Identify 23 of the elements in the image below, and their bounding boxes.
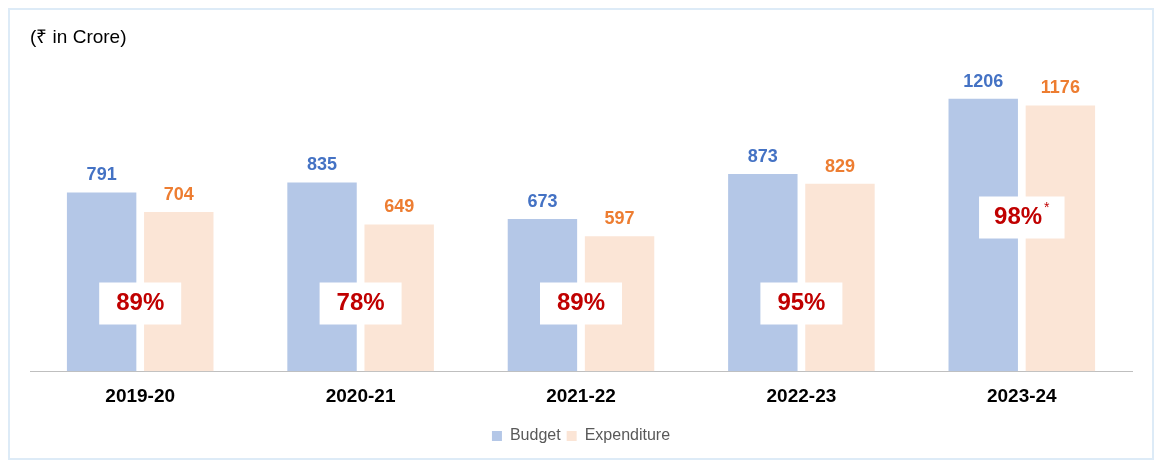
data-label: 829: [824, 155, 855, 176]
data-label: 597: [604, 208, 635, 229]
data-label: 835: [307, 154, 338, 175]
data-label: 873: [747, 145, 778, 166]
annotation: 89%: [556, 288, 606, 316]
data-label: 704: [163, 184, 194, 205]
data-label: 673: [527, 191, 558, 212]
data-label: 791: [86, 164, 117, 185]
data-label: 649: [384, 196, 415, 217]
x-tick-label: 2019-20: [105, 384, 176, 406]
annotation: 98%*: [994, 199, 1051, 230]
x-tick-label: 2020-21: [325, 384, 396, 406]
chart-title: (₹ in Crore): [30, 25, 127, 47]
data-label: 1206: [963, 70, 1004, 91]
data-label: 1176: [1040, 77, 1080, 98]
x-tick-label: 2022-23: [766, 384, 837, 406]
legend-label: Budget: [509, 426, 562, 444]
x-tick-label: 2021-22: [546, 384, 616, 406]
annotation: 89%: [116, 288, 165, 316]
legend-label: Expenditure: [584, 426, 671, 444]
annotation: 78%: [336, 288, 385, 316]
x-tick-label: 2023-24: [986, 384, 1058, 406]
annotation: 95%: [777, 288, 826, 316]
